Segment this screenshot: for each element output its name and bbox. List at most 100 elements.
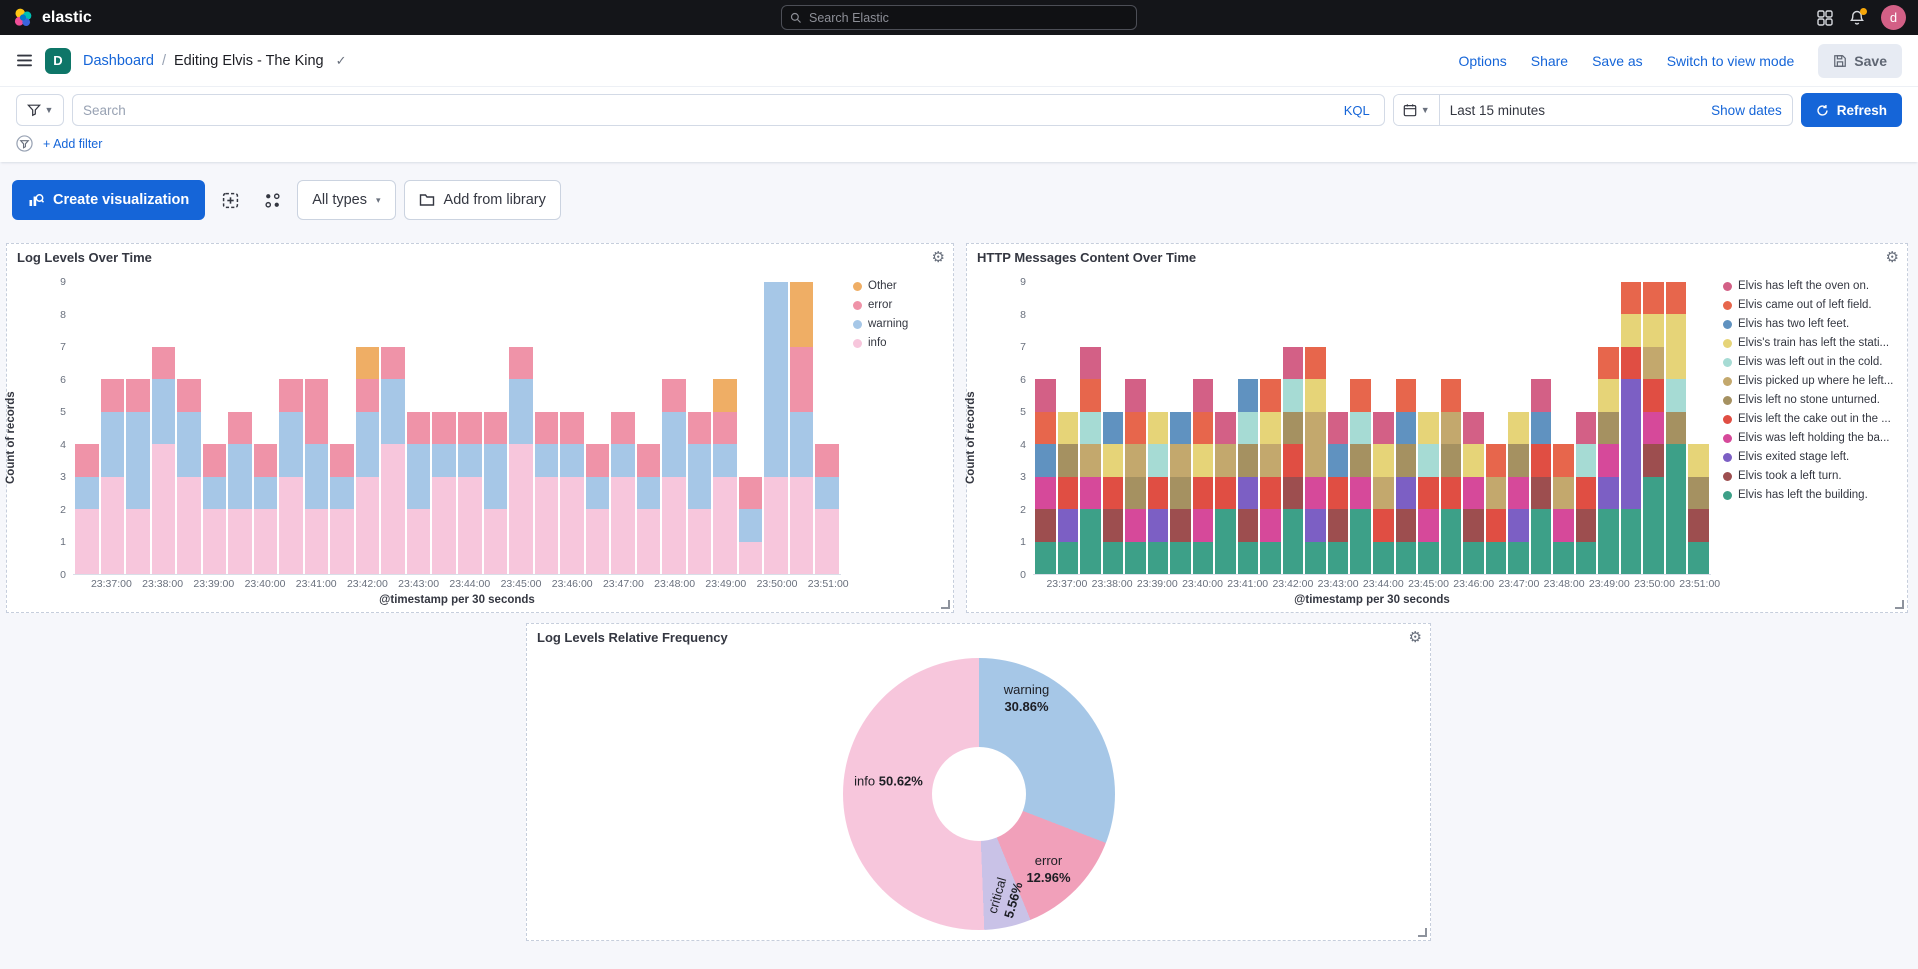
bar-segment[interactable]: [1282, 444, 1304, 477]
legend-item[interactable]: Elvis left the cake out in the ...: [1723, 413, 1899, 425]
bar[interactable]: [1215, 282, 1236, 574]
bar-segment[interactable]: [687, 411, 712, 445]
bar-segment[interactable]: [1530, 476, 1552, 510]
bar-segment[interactable]: [1215, 444, 1236, 477]
bar-segment[interactable]: [1463, 509, 1484, 542]
bar-segment[interactable]: [1440, 509, 1462, 574]
options-button[interactable]: Options: [1458, 52, 1507, 69]
bar-segment[interactable]: [1192, 541, 1214, 574]
bar-segment[interactable]: [1170, 444, 1191, 477]
bar[interactable]: [1125, 282, 1146, 574]
legend-item[interactable]: Elvis was left out in the cold.: [1723, 356, 1899, 368]
bar-segment[interactable]: [1665, 379, 1687, 412]
save-as-button[interactable]: Save as: [1592, 52, 1643, 69]
bar-segment[interactable]: [713, 379, 737, 412]
bar-segment[interactable]: [355, 476, 380, 574]
bar-segment[interactable]: [1080, 346, 1101, 380]
bar-segment[interactable]: [534, 411, 559, 445]
bar-segment[interactable]: [1192, 444, 1214, 477]
bar-segment[interactable]: [815, 476, 839, 510]
panel-http-messages[interactable]: HTTP Messages Content Over Time ⚙ Count …: [965, 243, 1908, 613]
legend-item[interactable]: Other: [853, 280, 945, 292]
bar[interactable]: [1485, 282, 1507, 574]
bar-segment[interactable]: [1080, 444, 1101, 477]
bar-segment[interactable]: [151, 379, 176, 445]
bar-segment[interactable]: [560, 476, 584, 574]
bar-segment[interactable]: [1395, 476, 1417, 510]
bar-segment[interactable]: [1170, 476, 1191, 510]
bar-segment[interactable]: [662, 476, 686, 574]
bar-segment[interactable]: [355, 346, 380, 380]
bar-segment[interactable]: [1688, 509, 1709, 542]
bar-segment[interactable]: [1530, 411, 1552, 445]
bar-segment[interactable]: [483, 411, 508, 445]
bar-segment[interactable]: [1125, 509, 1146, 542]
bar-segment[interactable]: [1305, 411, 1326, 477]
bar[interactable]: [279, 282, 303, 574]
bar-segment[interactable]: [1147, 411, 1169, 445]
bar-segment[interactable]: [1643, 476, 1664, 574]
bar-segment[interactable]: [1125, 379, 1146, 412]
legend-item[interactable]: Elvis has left the building.: [1723, 489, 1899, 501]
bar-segment[interactable]: [585, 509, 610, 574]
bar-segment[interactable]: [381, 346, 405, 380]
bar-segment[interactable]: [1688, 444, 1709, 477]
bar-segment[interactable]: [432, 411, 456, 445]
show-dates-button[interactable]: Show dates: [1711, 102, 1782, 118]
bar-segment[interactable]: [304, 509, 329, 574]
bar-segment[interactable]: [1305, 541, 1326, 574]
bar-segment[interactable]: [713, 444, 737, 477]
bar-segment[interactable]: [1035, 411, 1056, 445]
bar-segment[interactable]: [1575, 444, 1597, 477]
bar-segment[interactable]: [228, 509, 252, 574]
bar-segment[interactable]: [1395, 509, 1417, 542]
bar-segment[interactable]: [1125, 476, 1146, 510]
bar-segment[interactable]: [1327, 541, 1349, 574]
bar[interactable]: [1080, 282, 1101, 574]
bar-segment[interactable]: [1327, 411, 1349, 445]
bar-segment[interactable]: [1440, 379, 1462, 412]
bar-segment[interactable]: [1395, 411, 1417, 445]
bar-segment[interactable]: [1395, 541, 1417, 574]
bar[interactable]: [815, 282, 839, 574]
bar-segment[interactable]: [177, 411, 201, 477]
bar-segment[interactable]: [126, 411, 150, 510]
bar-segment[interactable]: [1643, 282, 1664, 315]
bar-segment[interactable]: [1418, 509, 1439, 542]
bar-segment[interactable]: [253, 509, 278, 574]
bar-segment[interactable]: [713, 476, 737, 574]
bar-segment[interactable]: [1440, 411, 1462, 445]
bar-segment[interactable]: [815, 509, 839, 574]
bar-segment[interactable]: [1035, 541, 1056, 574]
legend-item[interactable]: info: [853, 337, 945, 349]
bar-segment[interactable]: [764, 476, 788, 574]
bar-segment[interactable]: [687, 509, 712, 574]
bar-segment[interactable]: [1598, 444, 1619, 477]
bar-segment[interactable]: [1418, 411, 1439, 445]
bar-segment[interactable]: [1530, 444, 1552, 477]
bar-segment[interactable]: [1125, 444, 1146, 477]
bar-segment[interactable]: [1372, 444, 1394, 477]
bar-segment[interactable]: [457, 444, 482, 477]
bar[interactable]: [75, 282, 99, 574]
bar-segment[interactable]: [1350, 509, 1371, 574]
bar[interactable]: [789, 282, 814, 574]
bar-segment[interactable]: [1620, 314, 1642, 347]
bar[interactable]: [1192, 282, 1214, 574]
bar-segment[interactable]: [1620, 282, 1642, 315]
bar-segment[interactable]: [1260, 411, 1281, 445]
legend-item[interactable]: Elvis picked up where he left...: [1723, 375, 1899, 387]
bar[interactable]: [1418, 282, 1439, 574]
bar-segment[interactable]: [636, 509, 661, 574]
bar-segment[interactable]: [1620, 509, 1642, 574]
bar-segment[interactable]: [1665, 282, 1687, 315]
bar-segment[interactable]: [279, 411, 303, 477]
bar[interactable]: [764, 282, 788, 574]
panel-settings-gear-icon[interactable]: ⚙: [1408, 629, 1422, 646]
bar-segment[interactable]: [1080, 411, 1101, 445]
bar-segment[interactable]: [789, 476, 814, 574]
bar[interactable]: [1035, 282, 1056, 574]
bar-segment[interactable]: [1463, 541, 1484, 574]
bar-segment[interactable]: [738, 476, 763, 510]
bar[interactable]: [406, 282, 431, 574]
